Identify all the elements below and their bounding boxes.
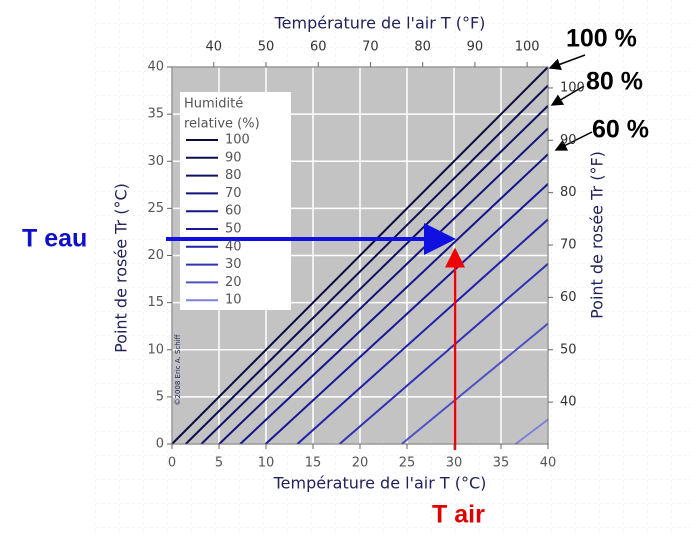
x-tick-label: 10 <box>258 456 275 471</box>
annotation: 60 % <box>592 116 649 144</box>
x2-tick-label: 70 <box>362 40 379 55</box>
y2-tick-label: 50 <box>560 342 577 357</box>
rh-line <box>296 218 549 445</box>
rh-line <box>185 84 549 445</box>
x2-tick-label: 60 <box>310 40 327 55</box>
legend-label: 10 <box>225 293 242 308</box>
y-tick-label: 10 <box>147 342 164 357</box>
legend-label: 40 <box>225 239 242 254</box>
rh-line <box>338 262 549 445</box>
x2-axis-title: Température de l'air T (°F) <box>274 14 486 33</box>
x2-tick-label: 80 <box>414 40 431 55</box>
x2-tick-label: 100 <box>515 40 540 55</box>
legend-label: 50 <box>225 222 242 237</box>
annotation-arrow <box>548 54 586 70</box>
legend-label: 90 <box>225 150 242 165</box>
y-axis-title: Point de rosée Tr (°C) <box>112 183 131 353</box>
annotation-arrow <box>550 85 585 106</box>
rh-line <box>239 153 549 445</box>
y-tick-label: 15 <box>147 295 164 310</box>
y-tick-label: 20 <box>147 248 164 263</box>
annotation: T air <box>432 501 485 529</box>
legend-title: relative (%) <box>184 117 260 132</box>
annotation-arrow <box>554 131 593 151</box>
y2-tick-label: 100 <box>560 80 585 95</box>
y2-tick-label: 80 <box>560 185 577 200</box>
legend-label: 80 <box>225 168 242 183</box>
rh-line <box>264 183 549 445</box>
y-tick-label: 5 <box>156 389 164 404</box>
y-tick-label: 40 <box>147 60 164 75</box>
y-tick-label: 0 <box>156 437 164 452</box>
annotation: 100 % <box>566 25 637 53</box>
x2-tick-label: 50 <box>258 40 275 55</box>
y2-tick-label: 90 <box>560 133 577 148</box>
x-axis-title: Température de l'air T (°C) <box>273 474 487 493</box>
x-tick-label: 35 <box>493 456 510 471</box>
x-tick-label: 15 <box>305 456 322 471</box>
y2-tick-label: 70 <box>560 238 577 253</box>
credit: ©2008 Eric A. Schiff <box>174 334 182 405</box>
y2-tick-label: 60 <box>560 290 577 305</box>
rh-line <box>218 127 549 445</box>
x2-tick-label: 40 <box>206 40 223 55</box>
y-tick-label: 35 <box>147 107 164 122</box>
x-tick-label: 25 <box>399 456 416 471</box>
x-tick-label: 30 <box>446 456 463 471</box>
annotation: T eau <box>22 225 87 253</box>
y2-tick-label: 40 <box>560 395 577 410</box>
annotation: 80 % <box>586 68 643 96</box>
y-tick-label: 25 <box>147 201 164 216</box>
legend-label: 100 <box>225 133 250 148</box>
rh-line <box>514 418 549 445</box>
x-tick-label: 40 <box>540 456 557 471</box>
legend-label: 70 <box>225 186 242 201</box>
x-tick-label: 20 <box>352 456 369 471</box>
legend-label: 30 <box>225 257 242 272</box>
legend-label: 60 <box>225 204 242 219</box>
legend-title: Humidité <box>184 97 243 112</box>
x2-tick-label: 90 <box>467 40 484 55</box>
legend-label: 20 <box>225 275 242 290</box>
rh-line <box>200 105 549 445</box>
y-tick-label: 30 <box>147 154 164 169</box>
x-tick-label: 5 <box>215 456 223 471</box>
rh-line <box>401 322 549 445</box>
x-tick-label: 0 <box>168 456 176 471</box>
legend <box>180 92 291 310</box>
y2-axis-title: Point de rosée Tr (°F) <box>588 151 607 319</box>
rh-line <box>171 66 549 445</box>
